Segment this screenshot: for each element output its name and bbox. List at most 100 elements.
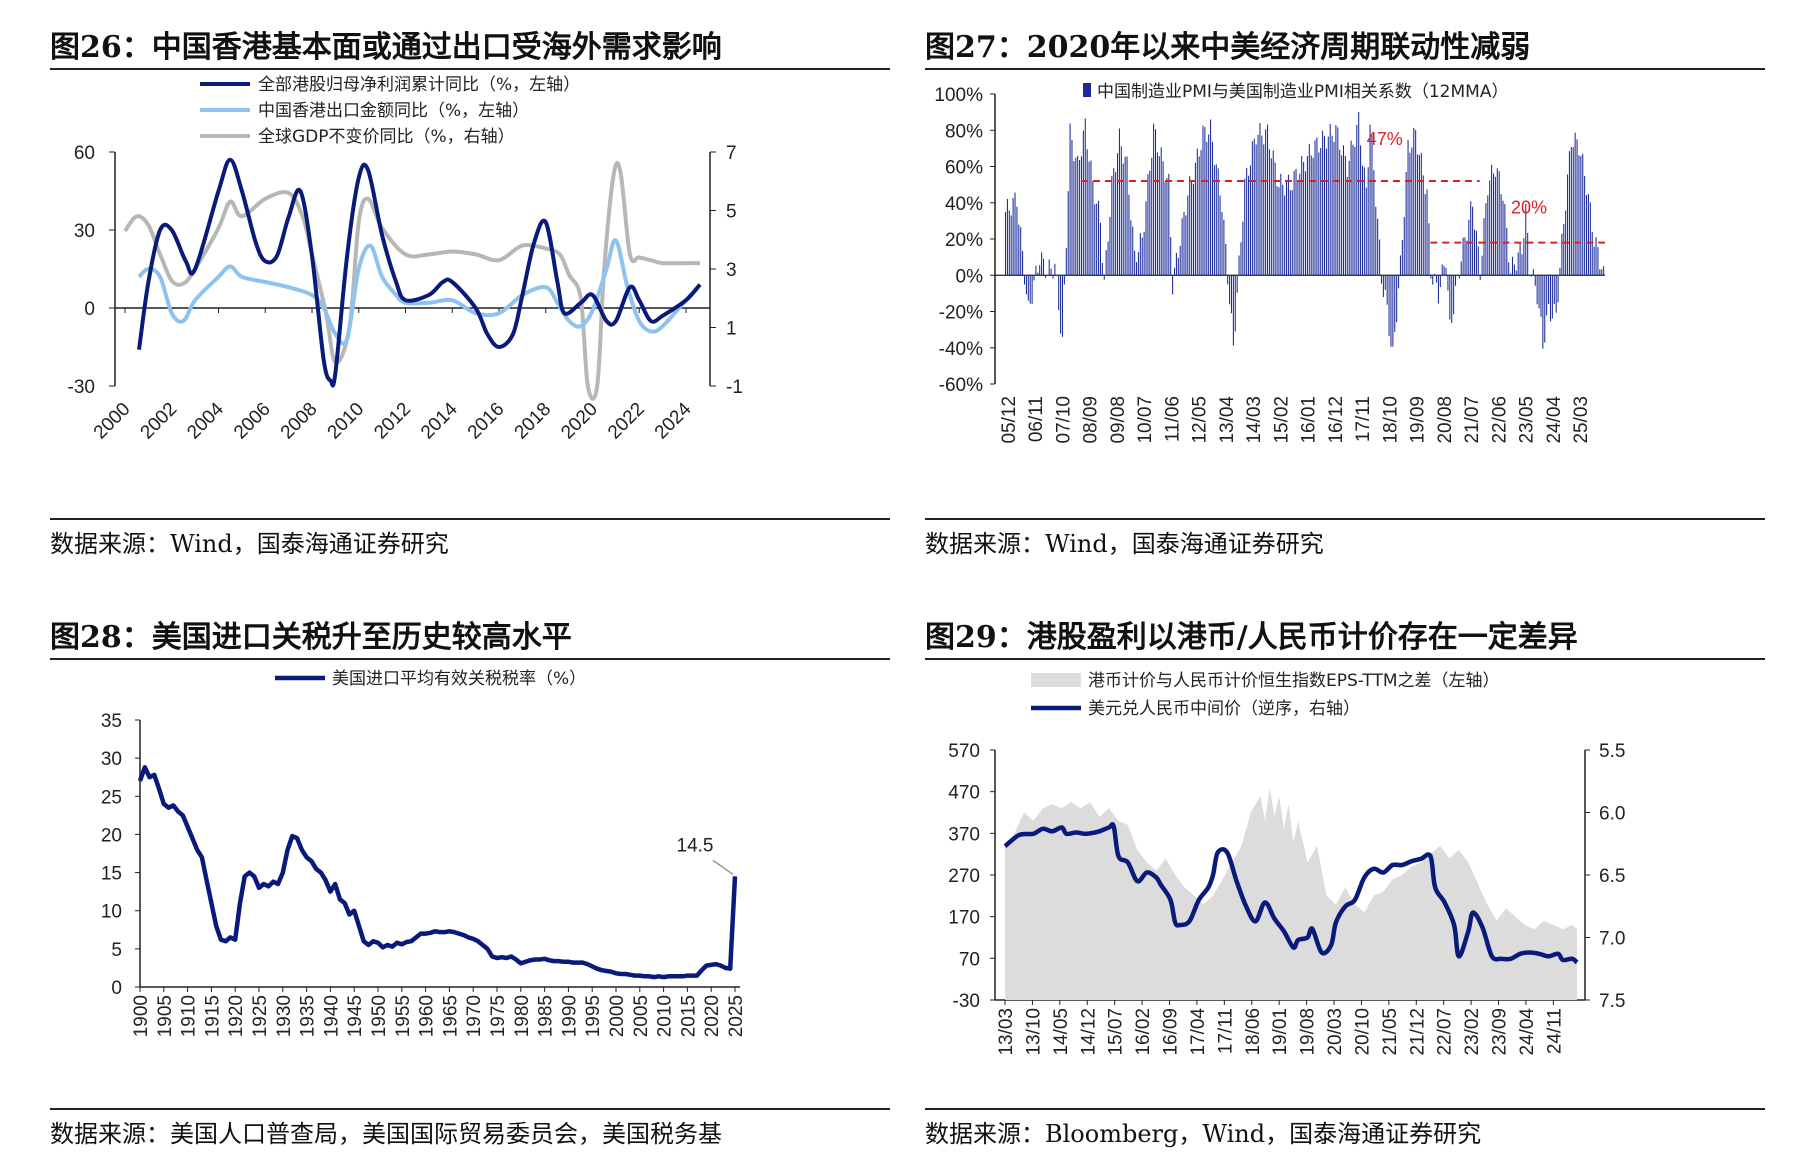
x-tick-label: 12/05 [1190, 396, 1211, 444]
bar [1517, 252, 1519, 276]
x-tick-label: 15/02 [1271, 396, 1292, 444]
bar [1306, 156, 1308, 276]
bar [1532, 269, 1534, 276]
bar [1390, 275, 1392, 347]
bar [1050, 268, 1052, 276]
bar [1557, 275, 1559, 303]
bar [1468, 219, 1470, 276]
bar [1136, 262, 1138, 276]
bar [1299, 173, 1301, 276]
x-tick-label: 13/04 [1217, 396, 1238, 444]
bar [1354, 146, 1356, 276]
bar [1401, 239, 1403, 276]
bar [1384, 275, 1386, 290]
x-tick-label: 2014 [417, 398, 462, 443]
left-tick-label: 270 [948, 866, 980, 887]
bar [1449, 275, 1451, 320]
x-tick-label: 24/11 [1544, 1008, 1565, 1054]
x-tick-label: 2024 [651, 398, 696, 443]
left-tick-label: 570 [948, 741, 980, 762]
x-tick-label: 20/10 [1352, 1008, 1373, 1056]
bar [1289, 190, 1291, 276]
bar [1151, 157, 1153, 276]
x-tick-label: 1975 [488, 995, 509, 1037]
bar [1120, 146, 1122, 276]
bar [1375, 206, 1377, 276]
bar [1194, 162, 1196, 276]
bar [1409, 152, 1411, 276]
x-tick-label: 24/04 [1517, 1008, 1538, 1056]
bar [1346, 176, 1348, 276]
bar [1563, 223, 1565, 276]
bar [1238, 255, 1240, 276]
x-tick-label: 05/12 [999, 396, 1020, 444]
bar [1506, 227, 1508, 276]
bar [1215, 164, 1217, 276]
bar [1470, 201, 1472, 276]
bar [1350, 140, 1352, 276]
bar [1525, 203, 1527, 276]
legend-label-line: 美元兑人民币中间价（逆序，右轴） [1088, 699, 1360, 719]
x-tick-label: 23/09 [1490, 1008, 1511, 1056]
bar [1348, 160, 1350, 276]
bar [1192, 183, 1195, 276]
bar [1447, 275, 1449, 291]
bar [1248, 175, 1250, 276]
bar [1145, 201, 1147, 276]
bar [1168, 173, 1170, 276]
bar [1023, 275, 1026, 285]
bar [1242, 221, 1244, 276]
bar [1601, 269, 1603, 276]
bar [1413, 127, 1415, 276]
bar [1223, 219, 1225, 276]
bar [1012, 197, 1014, 276]
chart-29-top-rule [925, 658, 1765, 660]
bar [1570, 147, 1572, 276]
bar [1033, 275, 1035, 281]
x-tick-label: 1995 [583, 995, 604, 1037]
bar [1284, 195, 1286, 276]
bar [1316, 137, 1318, 276]
bar [1257, 134, 1259, 276]
bar [1060, 275, 1062, 334]
y-tick-label: 25 [101, 787, 122, 808]
bar [1458, 275, 1460, 279]
bar [1549, 275, 1551, 322]
x-tick-label: 1935 [298, 995, 319, 1037]
bar [1160, 147, 1162, 276]
y-tick-label: 5 [111, 940, 122, 961]
right-tick-label: 6.0 [1599, 804, 1625, 825]
bar [1268, 149, 1270, 276]
bar [1561, 233, 1563, 276]
x-tick-label: 18/06 [1243, 1008, 1264, 1056]
x-tick-label: 2020 [557, 399, 602, 444]
bar [1132, 226, 1134, 276]
bar [1261, 135, 1263, 276]
bar [1115, 172, 1117, 276]
bar [1329, 123, 1331, 276]
chart-26-source: 数据来源：Wind，国泰海通证券研究 [50, 530, 449, 558]
chart-26-title: 图26：中国香港基本面或通过出口受海外需求影响 [50, 30, 722, 65]
x-tick-label: 21/05 [1380, 1008, 1401, 1056]
bar [1073, 161, 1075, 276]
bar [1211, 141, 1214, 276]
bar [1098, 200, 1100, 276]
x-tick-label: 2010 [324, 399, 369, 444]
right-tick-label: 6.5 [1599, 866, 1625, 887]
bar [1380, 275, 1382, 284]
bar [1291, 190, 1293, 276]
series-line-0 [137, 157, 702, 388]
x-tick-label: 19/08 [1298, 1008, 1319, 1056]
bar [1356, 125, 1358, 276]
bar [1515, 270, 1517, 276]
x-tick-label: 2025 [726, 995, 747, 1037]
x-tick-label: 1950 [369, 995, 390, 1037]
bar [1422, 175, 1424, 276]
x-tick-label: 06/11 [1026, 396, 1047, 442]
x-tick-label: 1910 [179, 995, 200, 1037]
bar [1403, 217, 1405, 276]
bar [1067, 191, 1069, 276]
chart-28-source: 数据来源：美国人口普查局，美国国际贸易委员会，美国税务基 [50, 1120, 722, 1148]
bar [1263, 144, 1265, 276]
